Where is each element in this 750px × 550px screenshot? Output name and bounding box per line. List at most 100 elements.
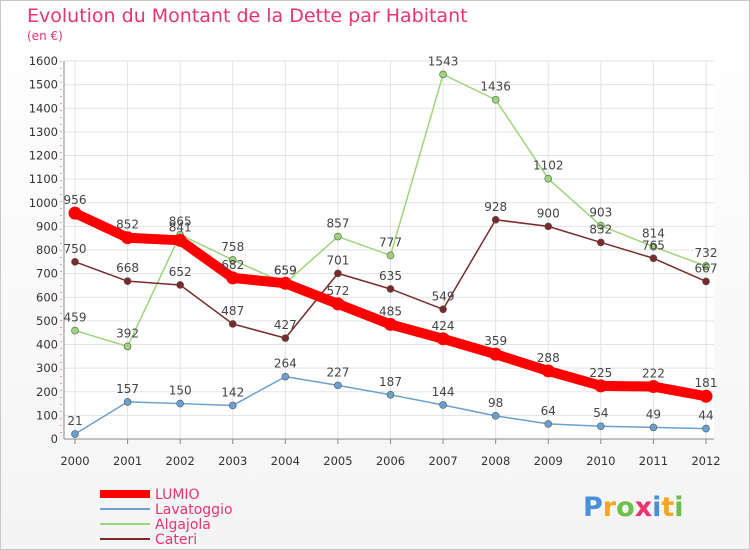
data-point-lumio (646, 380, 660, 394)
data-label-lavatoggio: 187 (379, 375, 402, 389)
data-point-cateri (281, 334, 290, 342)
data-label-lumio: 956 (64, 193, 87, 207)
y-tick-label: 400 (36, 338, 58, 352)
data-point-lavatoggio (544, 420, 553, 428)
data-point-cateri (702, 277, 710, 286)
data-label-cateri: 928 (484, 200, 507, 214)
data-point-lumio (489, 347, 503, 361)
data-point-lumio (541, 364, 555, 378)
data-point-cateri (71, 258, 79, 266)
y-tick-label: 1200 (29, 149, 58, 163)
data-point-lumio (173, 233, 187, 247)
y-tick-label: 1400 (29, 101, 58, 115)
x-tick-label: 2007 (428, 454, 457, 468)
data-label-lavatoggio: 98 (488, 396, 503, 410)
data-label-lumio: 288 (537, 351, 560, 365)
data-label-lumio: 225 (589, 366, 612, 380)
x-tick-label: 2004 (271, 454, 300, 468)
logo-letter: t (661, 492, 674, 523)
data-point-algajola (228, 256, 237, 264)
data-label-cateri: 750 (64, 242, 87, 256)
data-label-lavatoggio: 54 (593, 406, 608, 420)
data-point-cateri (123, 277, 132, 285)
data-label-algajola: 659 (274, 263, 297, 277)
data-point-algajola (702, 262, 710, 270)
data-label-lavatoggio: 227 (326, 365, 349, 379)
data-point-algajola (597, 221, 605, 230)
logo-letter: r (603, 492, 617, 523)
axes: 0 100 200 300 400 500 600 700 800 900 1000 1100 1200… (29, 54, 721, 468)
y-tick-label: 1500 (29, 78, 58, 92)
data-point-cateri (491, 215, 500, 224)
data-point-lumio (384, 317, 397, 331)
y-tick-label: 700 (36, 267, 58, 281)
data-label-algajola: 459 (64, 311, 87, 325)
x-tick-label: 2006 (376, 454, 405, 468)
data-point-lumio (699, 389, 713, 403)
data-point-lavatoggio (649, 423, 658, 432)
logo-letter: o (616, 492, 635, 523)
data-point-algajola (544, 174, 553, 183)
y-tick-label: 1000 (29, 196, 58, 210)
data-label-algajola: 1436 (480, 80, 511, 94)
y-tick-label: 300 (36, 361, 58, 375)
data-point-lavatoggio (439, 401, 447, 409)
data-point-lavatoggio (702, 424, 710, 433)
data-point-cateri (544, 222, 553, 231)
data-label-cateri: 487 (221, 304, 244, 318)
x-tick-label: 2002 (166, 454, 195, 468)
data-label-algajola: 857 (326, 217, 349, 231)
data-label-lumio: 659 (274, 263, 297, 277)
data-label-cateri: 668 (116, 261, 139, 275)
data-label-lumio: 841 (169, 220, 192, 234)
data-point-cateri (439, 305, 447, 314)
data-label-lavatoggio: 157 (116, 382, 139, 396)
x-tick-label: 2010 (586, 454, 615, 468)
data-point-lumio (121, 231, 135, 245)
data-point-lavatoggio (176, 399, 184, 408)
data-label-lavatoggio: 64 (541, 404, 556, 418)
logo-letter: i (674, 492, 683, 523)
legend-label-lavatoggio: Lavatoggio (155, 502, 233, 518)
data-point-cateri (386, 285, 395, 293)
data-label-cateri: 765 (642, 238, 665, 252)
data-point-algajola (71, 326, 79, 335)
data-point-lavatoggio (123, 398, 132, 406)
data-point-algajola (386, 251, 395, 260)
x-tick-label: 2011 (639, 454, 668, 468)
logo-letter: i (652, 492, 661, 523)
data-point-algajola (123, 342, 132, 351)
data-label-algajola: 732 (695, 246, 718, 260)
data-label-algajola: 1543 (428, 54, 459, 68)
data-point-lumio (68, 206, 82, 220)
data-point-lumio (278, 276, 292, 290)
data-label-lavatoggio: 144 (432, 385, 455, 399)
y-tick-label: 0 (51, 432, 58, 446)
y-tick-label: 600 (36, 290, 58, 304)
data-label-cateri: 635 (379, 269, 402, 283)
data-label-lavatoggio: 264 (274, 357, 297, 371)
data-label-algajola: 865 (169, 215, 192, 229)
data-point-lavatoggio (334, 381, 342, 390)
data-label-cateri: 427 (274, 318, 297, 332)
data-point-algajola (649, 242, 658, 251)
data-point-lavatoggio (71, 430, 79, 438)
data-point-cateri (176, 281, 184, 289)
data-point-lavatoggio (491, 412, 500, 420)
logo-letter: P (583, 492, 603, 523)
data-label-algajola: 903 (589, 206, 612, 220)
chart-subtitle: (en €) (27, 29, 63, 43)
x-tick-label: 2003 (218, 454, 247, 468)
legend-label-algajola: Algajola (155, 517, 211, 533)
data-label-cateri: 701 (326, 253, 349, 267)
y-tick-label: 200 (36, 385, 58, 399)
data-label-cateri: 652 (169, 265, 192, 279)
x-tick-label: 2000 (60, 454, 89, 468)
data-label-lavatoggio: 150 (169, 384, 192, 398)
proxiti-logo: Proxiti (583, 492, 684, 523)
data-point-lumio (331, 297, 345, 311)
y-tick-label: 900 (36, 219, 58, 233)
data-point-algajola (439, 70, 447, 79)
data-label-cateri: 667 (695, 261, 718, 275)
